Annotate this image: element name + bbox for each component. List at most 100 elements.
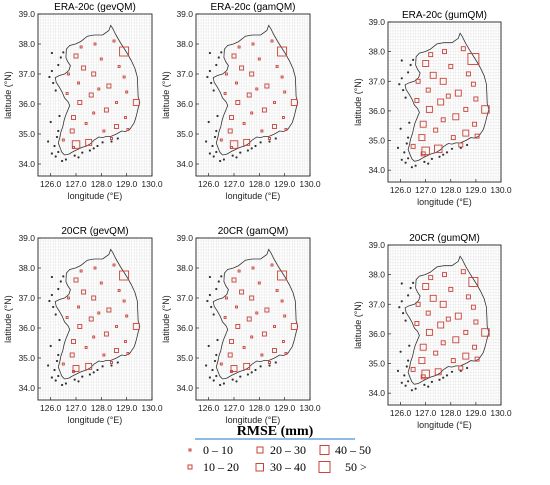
islet [57,287,60,291]
station-marker [277,46,288,57]
islet [268,140,271,143]
station-marker [72,370,75,373]
islet [61,383,64,387]
legend-marker-20-30 [256,446,264,454]
islet [250,371,253,374]
station-marker [425,310,431,316]
station-marker [132,323,140,330]
station-marker [249,71,255,77]
station-marker [284,128,288,131]
islet [274,361,277,364]
y-tick-label: 38.0 [368,47,385,57]
y-tick-label: 34.0 [18,159,35,169]
islet [396,146,400,149]
islet [101,141,104,144]
station-marker [71,115,76,120]
panel-title: 20CR (gumQM) [409,233,480,244]
islet [50,152,54,155]
station-marker [462,129,470,137]
station-marker [470,81,476,87]
islet [73,378,76,381]
station-marker [93,266,97,270]
islet [208,376,211,379]
station-marker [61,138,65,142]
station-marker [433,127,439,133]
station-marker [472,344,478,350]
station-marker [257,281,261,285]
station-marker [425,105,433,113]
islet [50,293,54,297]
islet [450,370,454,373]
y-tick-label: 36.0 [368,106,385,116]
station-marker [224,296,228,300]
islet [442,376,445,379]
station-marker [255,87,259,91]
islet [450,147,454,150]
station-marker [437,98,445,106]
station-marker [445,93,451,99]
islet [407,157,410,160]
islet [211,144,214,148]
station-marker [115,101,118,104]
islet [213,135,217,139]
islet [400,77,403,80]
islet [250,147,253,150]
y-tick-label: 39.0 [176,233,193,243]
station-marker [99,281,103,285]
station-marker [123,116,127,119]
station-marker [290,99,298,106]
x-tick-label: 126.0 [390,408,412,418]
station-marker [410,366,416,372]
station-marker [420,151,426,157]
station-marker [463,329,469,335]
islet [408,344,411,347]
y-tick-label: 39.0 [176,9,193,19]
station-marker [235,81,238,85]
station-marker [69,352,75,358]
legend-label-50-plus: 50 > [345,460,367,474]
station-marker [229,115,234,120]
station-marker [473,96,479,102]
station-marker [468,277,479,287]
legend-label-0-10: 0 – 10 [203,443,233,457]
station-marker [91,295,97,301]
station-marker [439,300,447,308]
islet [212,155,215,158]
islet [430,380,433,383]
panel-title: ERA-20c (gevQM) [54,2,136,13]
x-tick-label: 126.0 [40,403,62,413]
station-marker [454,89,462,97]
station-marker [219,362,223,366]
islet [53,368,56,372]
station-marker [65,92,69,95]
islet [54,155,57,158]
legend-title: RMSE (mm) [237,424,314,439]
islet [254,368,257,372]
islet [414,164,417,167]
islet [48,75,51,79]
station-marker [66,72,70,76]
station-marker [229,339,234,344]
y-tick-label: 36.0 [176,323,193,333]
islet [212,89,215,92]
station-marker [122,75,126,79]
islet [403,374,406,377]
station-marker [419,343,427,351]
y-tick-label: 36.0 [18,323,35,333]
islet [430,157,433,160]
station-marker [280,75,284,79]
station-marker [231,277,237,283]
islet [407,294,410,297]
x-tick-label: 128.0 [91,403,113,413]
station-marker [93,42,97,46]
panel-6: 20CR (gumQM) 126.0 127.0 128.0 129.0 130.0 34.… [353,233,512,430]
x-tick-label: 130.0 [299,403,321,413]
station-marker [268,361,271,364]
islet [77,380,80,383]
grid-lines [388,245,501,405]
islet [52,305,55,309]
islet [64,158,67,161]
station-marker [474,356,480,362]
islet [400,300,403,303]
station-marker [437,321,445,329]
